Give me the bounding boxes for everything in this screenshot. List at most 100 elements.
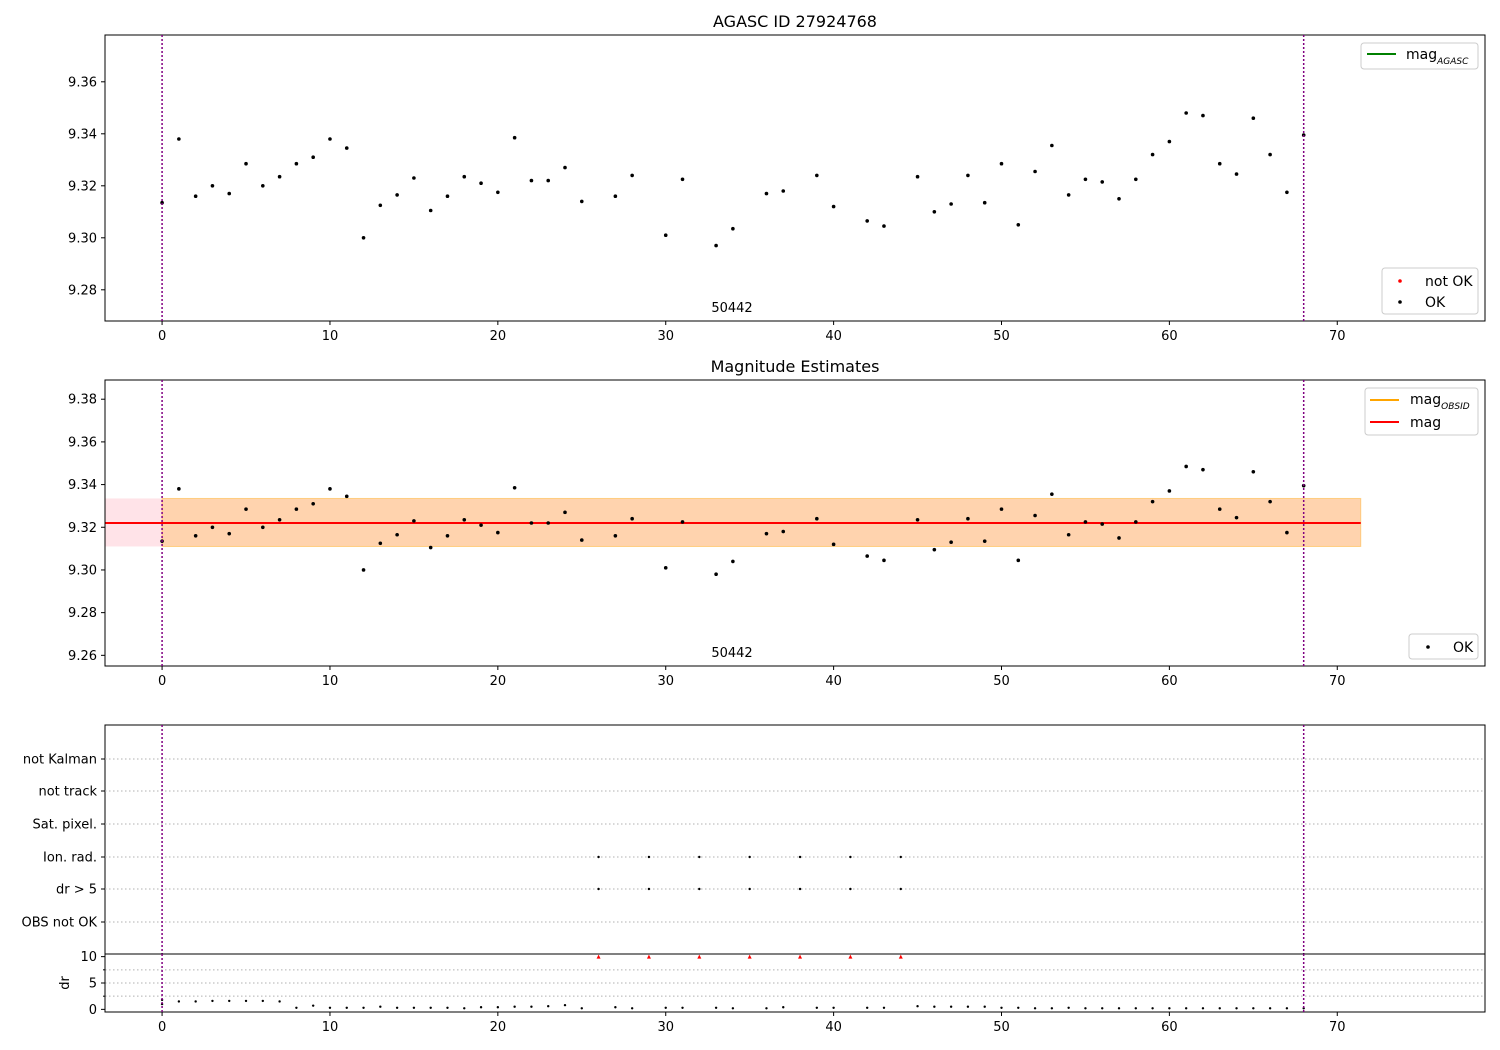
data-point <box>328 137 332 141</box>
data-point <box>1033 169 1037 174</box>
obsid-label: 50442 <box>711 646 752 661</box>
y-tick-label: 9.38 <box>68 393 97 408</box>
data-point <box>1083 177 1088 182</box>
obsid-label: 50442 <box>711 301 752 316</box>
data-point <box>177 137 181 141</box>
data-point <box>932 547 937 552</box>
legend-label-not-ok: not OK <box>1425 274 1473 290</box>
legend-label-ok: OK <box>1425 295 1446 311</box>
data-point <box>462 517 467 522</box>
data-point <box>428 545 433 550</box>
dr-point <box>1268 1007 1272 1010</box>
dr-point <box>580 1007 583 1010</box>
data-point <box>160 200 164 205</box>
data-point <box>613 194 618 198</box>
dr-point <box>765 1007 768 1010</box>
data-point <box>177 487 181 491</box>
dr-point <box>513 1005 516 1008</box>
data-point <box>563 510 567 515</box>
dr-point <box>1235 1007 1238 1010</box>
data-point <box>999 507 1004 511</box>
x-tick-label: 10 <box>322 1020 339 1035</box>
flag-point <box>798 855 802 859</box>
data-point <box>227 531 232 536</box>
data-point <box>630 173 634 178</box>
legend-marker-not-ok <box>1398 279 1402 283</box>
dr-point <box>1134 1007 1138 1010</box>
axes-frame <box>104 379 1486 667</box>
dr-point <box>815 1006 819 1009</box>
dr-clipped-marker <box>697 954 702 959</box>
data-point <box>1016 223 1021 227</box>
data-point <box>915 174 920 179</box>
y-tick-label: 9.34 <box>68 127 97 142</box>
data-point <box>479 523 483 527</box>
dr-point <box>261 999 265 1003</box>
data-point <box>1234 515 1239 520</box>
x-tick-label: 40 <box>825 674 842 689</box>
data-point <box>680 520 685 524</box>
dr-point <box>1017 1006 1020 1009</box>
x-tick-label: 70 <box>1329 1020 1346 1035</box>
data-point <box>193 534 198 538</box>
dr-point <box>563 1003 567 1007</box>
data-point <box>210 525 215 530</box>
data-point <box>781 189 786 193</box>
data-point <box>781 529 786 534</box>
dr-point <box>1168 1007 1171 1010</box>
dr-point <box>395 1006 399 1009</box>
data-point <box>1066 532 1071 537</box>
data-point <box>630 516 634 521</box>
data-point <box>1134 177 1138 182</box>
dr-point <box>328 1006 332 1009</box>
x-tick-label: 0 <box>158 674 166 689</box>
data-point <box>1050 143 1054 148</box>
dr-point <box>463 1007 466 1010</box>
dr-point <box>1050 1007 1054 1010</box>
data-point <box>949 202 953 206</box>
data-point <box>512 485 517 490</box>
data-point <box>1066 193 1071 197</box>
x-tick-label: 50 <box>993 674 1010 689</box>
data-point <box>244 161 248 166</box>
data-point <box>966 173 970 178</box>
dr-point <box>681 1006 684 1009</box>
x-tick-label: 10 <box>322 329 339 344</box>
legend-label-mag-obsid: magOBSID <box>1410 392 1470 412</box>
y-tick-label: 9.34 <box>68 478 97 493</box>
flag-point <box>647 887 651 891</box>
data-point <box>277 517 282 522</box>
dr-point <box>1184 1007 1188 1010</box>
dr-point <box>1084 1007 1087 1010</box>
flag-row-label: Sat. pixel. <box>33 818 97 833</box>
data-point <box>563 165 567 170</box>
flag-point <box>849 887 852 891</box>
data-point <box>294 507 299 511</box>
dr-point <box>496 1006 500 1009</box>
y-tick-label: 10 <box>80 950 97 965</box>
data-point <box>1117 536 1121 540</box>
dr-point <box>1285 1007 1289 1010</box>
data-point <box>982 200 987 205</box>
x-tick-label: 50 <box>993 329 1010 344</box>
data-point <box>311 155 315 159</box>
y-tick-label: 9.28 <box>68 606 97 621</box>
dr-point <box>446 1006 449 1009</box>
data-point <box>294 161 299 166</box>
data-point <box>1134 520 1138 524</box>
dr-clipped-marker <box>848 954 853 959</box>
data-point <box>193 194 198 198</box>
data-point <box>496 530 500 535</box>
legend-label-mag: mag <box>1410 415 1441 431</box>
dr-point <box>1252 1007 1255 1010</box>
data-point <box>932 210 937 214</box>
x-tick-label: 0 <box>158 329 166 344</box>
dr-point <box>731 1007 735 1010</box>
legend-label-ok: OK <box>1453 640 1474 656</box>
data-point <box>915 517 920 522</box>
dr-point <box>530 1005 533 1008</box>
agasc-magnitude-panel: AGASC ID 27924768 0 10 20 30 40 50 60 70 9.28 9.3… <box>68 12 1486 344</box>
data-point <box>949 540 953 545</box>
data-point <box>479 181 483 185</box>
legend-status: OK <box>1408 633 1479 660</box>
